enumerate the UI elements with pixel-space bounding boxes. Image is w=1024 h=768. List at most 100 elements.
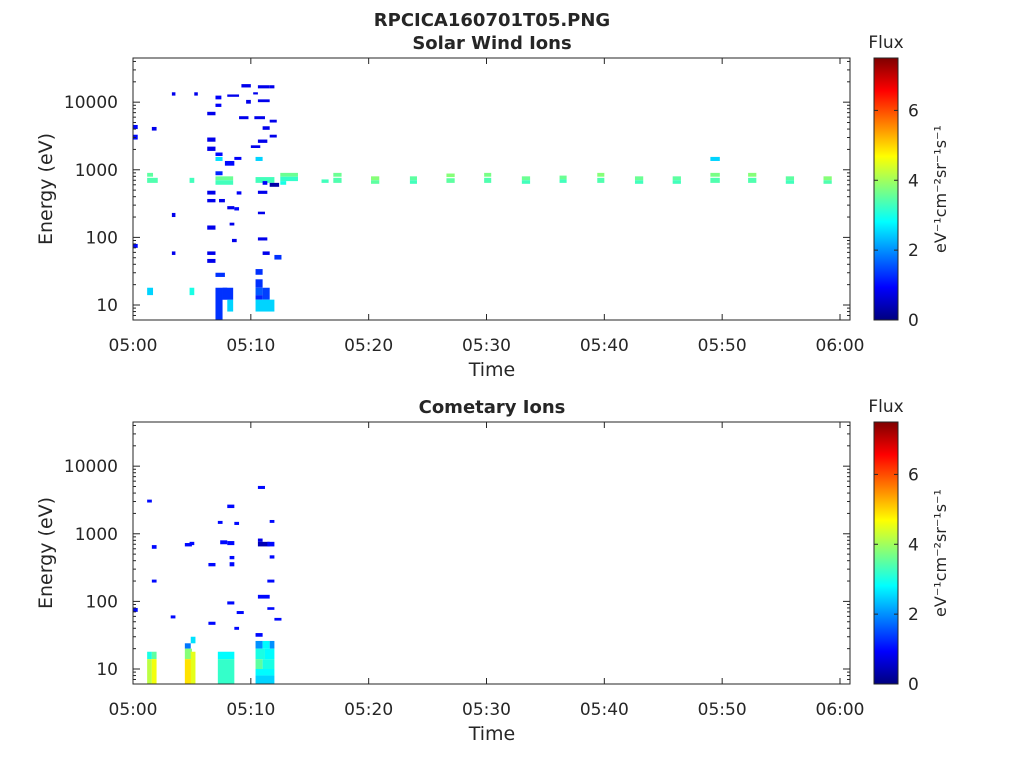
heatmap-cell (227, 299, 234, 312)
heatmap-cell (597, 172, 605, 177)
heatmap-cell (170, 615, 176, 619)
heatmap-cell (219, 198, 225, 203)
heatmap-cell (208, 621, 216, 625)
heatmap-cell (215, 176, 234, 181)
heatmap-cell (559, 175, 567, 180)
colorbar (873, 57, 899, 321)
colorbar-tick-label: 4 (908, 171, 919, 191)
heatmap-cell (215, 152, 223, 156)
heatmap-cell (255, 269, 263, 275)
heatmap-cell (215, 171, 223, 176)
heatmap-cell (255, 648, 265, 660)
heatmap-cell (151, 126, 157, 131)
cometary-panel: Cometary Ions 05:00 05:10 05:20 05:30 05:40 0… (35, 397, 950, 745)
heatmap-cell (559, 179, 567, 183)
x-axis-label: Time (468, 723, 516, 745)
heatmap-cell (184, 543, 192, 547)
heatmap-cell (133, 607, 138, 612)
plot-frame (132, 421, 851, 685)
heatmap-cell (133, 124, 138, 130)
heatmap-cell (409, 176, 417, 181)
heatmap-cell (333, 172, 342, 177)
colorbar-tick-label: 6 (908, 101, 919, 121)
heatmap-cell (371, 180, 380, 184)
y-tick-label: 10 (96, 296, 118, 316)
heatmap-cell (184, 659, 192, 684)
heatmap-cell (484, 177, 492, 183)
x-tick-label: 05:10 (226, 700, 275, 720)
heatmap-cell (236, 191, 242, 195)
heatmap-cell (269, 134, 277, 138)
heatmap-cell (785, 180, 795, 184)
heatmap-cell (255, 299, 275, 312)
colorbar-unit-label: eV⁻¹cm⁻²sr⁻¹s⁻¹ (931, 125, 950, 253)
y-tick-label: 10000 (64, 457, 118, 477)
heatmap-cell (255, 295, 263, 300)
heatmap-cell (254, 116, 265, 120)
x-tick-label: 05:30 (462, 700, 511, 720)
heatmap-cell (250, 145, 261, 148)
heatmap-cell (147, 287, 154, 296)
heatmap-cell (333, 177, 342, 183)
heatmap-cell (257, 485, 265, 489)
heatmap-cell (255, 669, 275, 676)
heatmap-cell (321, 179, 329, 183)
heatmap-cell (207, 198, 216, 203)
heatmap-cell (255, 633, 263, 637)
heatmap-cell (257, 237, 268, 241)
figure-title: RPCICA160701T05.PNG (374, 10, 610, 31)
x-tick-label: 05:00 (109, 336, 158, 356)
heatmap-cell (224, 160, 235, 166)
heatmap-cell (269, 85, 275, 89)
heatmap-cell (227, 504, 235, 509)
heatmap-cell (257, 541, 270, 547)
x-axis-label: Time (468, 359, 516, 381)
heatmap-cell (190, 636, 196, 644)
heatmap-cell (241, 84, 251, 88)
heatmap-cell (255, 640, 263, 649)
heatmap-cell (194, 92, 198, 96)
heatmap-cell (217, 651, 235, 660)
colorbar (873, 421, 899, 685)
heatmap-cell (269, 182, 280, 187)
colorbar-tick-label: 6 (908, 465, 919, 485)
heatmap-cell (262, 287, 270, 300)
heatmap-cell (234, 521, 240, 525)
heatmap-cell (207, 111, 216, 116)
heatmap-cell (147, 651, 152, 660)
heatmap-cell (215, 103, 222, 107)
heatmap-cell (710, 177, 720, 183)
heatmap-cell (785, 176, 795, 181)
x-tick-label: 06:00 (816, 336, 865, 356)
heatmap-cell (217, 659, 235, 684)
panel-title: Cometary Ions (419, 397, 566, 418)
x-tick-label: 05:50 (698, 336, 747, 356)
heatmap-cell (229, 222, 235, 226)
heatmap-cell (133, 243, 138, 248)
heatmap-cell (262, 640, 270, 649)
heatmap-cell (234, 626, 240, 630)
heatmap-cell (634, 176, 644, 181)
heatmap-cell (257, 538, 263, 542)
heatmap-cell (220, 540, 228, 545)
colorbar-tick-label: 4 (908, 535, 919, 555)
heatmap-cell (823, 176, 832, 181)
heatmap-cell (147, 172, 154, 177)
heatmap-cell (257, 85, 270, 89)
heatmap-cells (133, 485, 282, 684)
heatmap-cell (262, 659, 275, 670)
y-axis-label: Energy (eV) (35, 133, 57, 245)
solar-wind-panel: Solar Wind Ions 05:00 05:10 05:20 05:30 05:4… (35, 33, 950, 381)
heatmap-cell (234, 156, 242, 160)
heatmap-cell (207, 258, 216, 263)
heatmap-cell (267, 579, 275, 583)
heatmap-cell (255, 287, 263, 296)
heatmap-cell (269, 555, 275, 559)
heatmap-cell (147, 177, 158, 183)
colorbar-tick-label: 0 (908, 311, 919, 331)
heatmap-cell (171, 92, 176, 96)
heatmap-cell (189, 287, 195, 296)
heatmap-cell (257, 211, 265, 215)
colorbar-tick-label: 2 (908, 605, 919, 625)
heatmap-cell (280, 172, 298, 177)
